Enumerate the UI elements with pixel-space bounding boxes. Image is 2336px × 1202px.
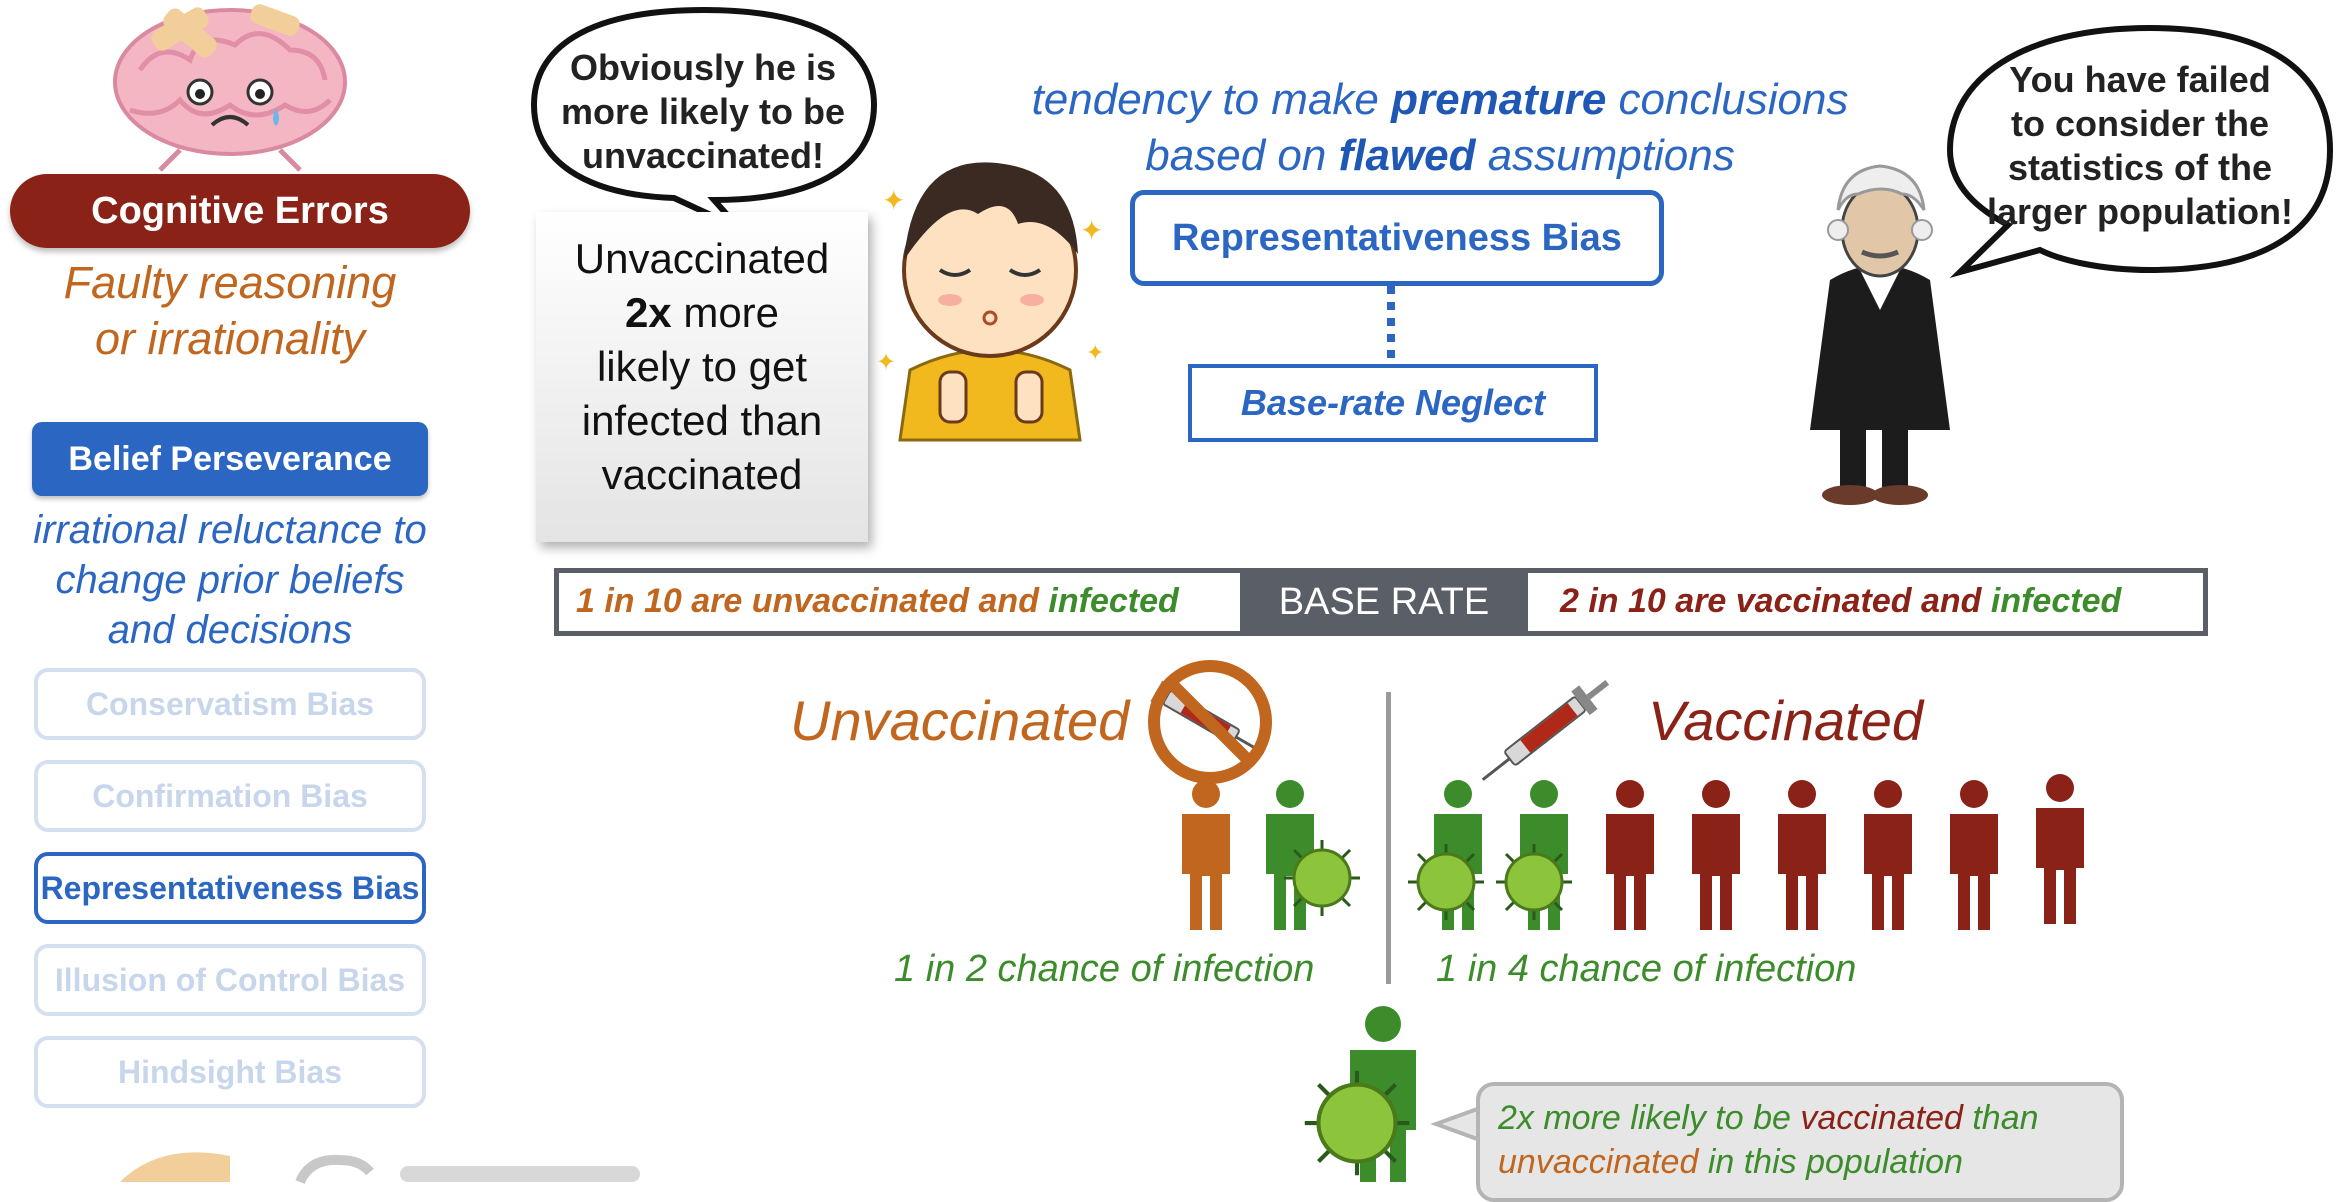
belief-perseverance-description: irrational reluctance to change prior be… bbox=[0, 505, 460, 655]
kid-character-icon: ✦ ✦ ✦ ✦ bbox=[876, 162, 1104, 442]
note-line: unvaccinated in this population bbox=[1498, 1140, 2102, 1184]
judge-speech-bubble bbox=[1946, 24, 2334, 278]
group-divider bbox=[1386, 692, 1391, 984]
note-text: 2x more likely to be bbox=[1498, 1099, 1801, 1137]
vaccinated-person-healthy bbox=[1692, 780, 1740, 930]
definition-emphasis: premature bbox=[1391, 75, 1607, 124]
bias-item-representativeness[interactable]: Representativeness Bias bbox=[34, 852, 426, 924]
definition-text: assumptions bbox=[1475, 131, 1735, 180]
cognitive-errors-subtitle: Faulty reasoning or irrationality bbox=[0, 255, 460, 367]
virus-icon bbox=[1408, 844, 1484, 920]
note-line: 2x more likely to be vaccinated than bbox=[1498, 1096, 2102, 1140]
bias-item-conservatism[interactable]: Conservatism Bias bbox=[34, 668, 426, 740]
judge-speech-line: larger population! bbox=[1987, 191, 2293, 232]
stat-line: infected than bbox=[581, 397, 823, 444]
description-line: change prior beliefs bbox=[55, 558, 405, 602]
vaccinated-person-healthy bbox=[1606, 780, 1654, 930]
judge-speech-line: to consider the bbox=[2010, 103, 2270, 144]
unvaccinated-chance: 1 in 2 chance of infection bbox=[894, 948, 1315, 990]
representativeness-definition: tendency to make premature conclusions b… bbox=[900, 72, 1980, 184]
base-rate-vaccinated: 2 in 10 are vaccinated and infected bbox=[1560, 582, 2121, 621]
kid-speech-text: Obviously he is more likely to be unvacc… bbox=[540, 46, 866, 178]
stat-line: Unvaccinated bbox=[574, 235, 830, 282]
note-text: than bbox=[1962, 1099, 2039, 1137]
bias-item-illusion-of-control[interactable]: Illusion of Control Bias bbox=[34, 944, 426, 1016]
stat-line: vaccinated bbox=[601, 451, 803, 498]
vaccinated-person-healthy bbox=[1778, 780, 1826, 930]
svg-text:✦: ✦ bbox=[882, 185, 905, 216]
population-note: 2x more likely to be vaccinated than unv… bbox=[1476, 1082, 2124, 1202]
note-vaccinated: vaccinated bbox=[1800, 1099, 1963, 1137]
bias-item-hindsight[interactable]: Hindsight Bias bbox=[34, 1036, 426, 1108]
stat-line: likely to get bbox=[596, 343, 808, 390]
virus-icon bbox=[1284, 840, 1360, 916]
definition-emphasis: flawed bbox=[1338, 131, 1476, 180]
vaccinated-person-healthy bbox=[1864, 780, 1912, 930]
base-rate-label: BASE RATE bbox=[1240, 568, 1528, 636]
base-rate-infected: infected bbox=[1048, 582, 1179, 620]
bias-item-confirmation[interactable]: Confirmation Bias bbox=[34, 760, 426, 832]
description-line: and decisions bbox=[107, 608, 353, 652]
unvaccinated-person-infected bbox=[1266, 780, 1314, 930]
belief-perseverance-button[interactable]: Belief Perseverance bbox=[32, 422, 428, 496]
note-unvaccinated: unvaccinated bbox=[1498, 1143, 1699, 1181]
stat-more: more bbox=[671, 289, 780, 336]
vaccinated-chance: 1 in 4 chance of infection bbox=[1436, 948, 1857, 990]
sad-brain-icon bbox=[113, 4, 347, 172]
base-rate-text: 1 in 10 are unvaccinated and bbox=[576, 582, 1049, 620]
dotted-connector bbox=[1387, 286, 1395, 364]
definition-line: based on flawed assumptions bbox=[900, 128, 1980, 184]
definition-line: tendency to make premature conclusions bbox=[900, 72, 1980, 128]
note-pointer bbox=[1430, 1105, 1482, 1143]
base-rate-neglect-box: Base-rate Neglect bbox=[1188, 364, 1598, 442]
base-rate-text: 2 in 10 are vaccinated and bbox=[1560, 582, 1991, 620]
unvaccinated-label: Unvaccinated bbox=[790, 689, 1130, 752]
representativeness-bias-box: Representativeness Bias bbox=[1130, 190, 1664, 286]
judge-speech-line: You have failed bbox=[2009, 59, 2271, 100]
stat-line: 2x more bbox=[536, 286, 868, 340]
definition-text: based on bbox=[1145, 131, 1339, 180]
svg-text:✦: ✦ bbox=[876, 349, 896, 376]
note-text: in this population bbox=[1698, 1143, 1964, 1181]
unvaccinated-stat-card: Unvaccinated 2x more likely to get infec… bbox=[536, 212, 868, 542]
kid-speech-line: more likely to be bbox=[560, 91, 846, 132]
stat-multiplier: 2x bbox=[624, 289, 672, 336]
kid-speech-line: unvaccinated! bbox=[581, 135, 825, 176]
description-line: irrational reluctance to bbox=[33, 508, 427, 552]
judge-character-icon bbox=[1810, 164, 1950, 505]
virus-icon bbox=[1304, 1070, 1410, 1176]
svg-text:✦: ✦ bbox=[1080, 215, 1103, 246]
vaccinated-label: Vaccinated bbox=[1648, 689, 1923, 752]
judge-speech-line: statistics of the bbox=[2007, 147, 2273, 188]
no-syringe-icon bbox=[1148, 660, 1272, 784]
syringe-icon bbox=[1481, 679, 1610, 781]
definition-text: tendency to make bbox=[1031, 75, 1392, 124]
subtitle-line: Faulty reasoning bbox=[63, 257, 397, 308]
cognitive-errors-title: Cognitive Errors bbox=[10, 174, 470, 248]
vaccinated-person-healthy bbox=[2036, 774, 2084, 924]
vaccinated-person-healthy bbox=[1950, 780, 1998, 930]
definition-text: conclusions bbox=[1606, 75, 1849, 124]
subtitle-line: or irrationality bbox=[94, 313, 366, 364]
judge-speech-text: You have failed to consider the statisti… bbox=[1962, 58, 2318, 234]
virus-icon bbox=[1496, 844, 1572, 920]
svg-text:✦: ✦ bbox=[1086, 340, 1104, 365]
kid-speech-line: Obviously he is bbox=[569, 47, 837, 88]
unvaccinated-person-healthy bbox=[1182, 780, 1230, 930]
logo-icon bbox=[120, 1152, 640, 1185]
base-rate-infected: infected bbox=[1990, 582, 2122, 620]
base-rate-unvaccinated: 1 in 10 are unvaccinated and infected bbox=[576, 582, 1179, 621]
